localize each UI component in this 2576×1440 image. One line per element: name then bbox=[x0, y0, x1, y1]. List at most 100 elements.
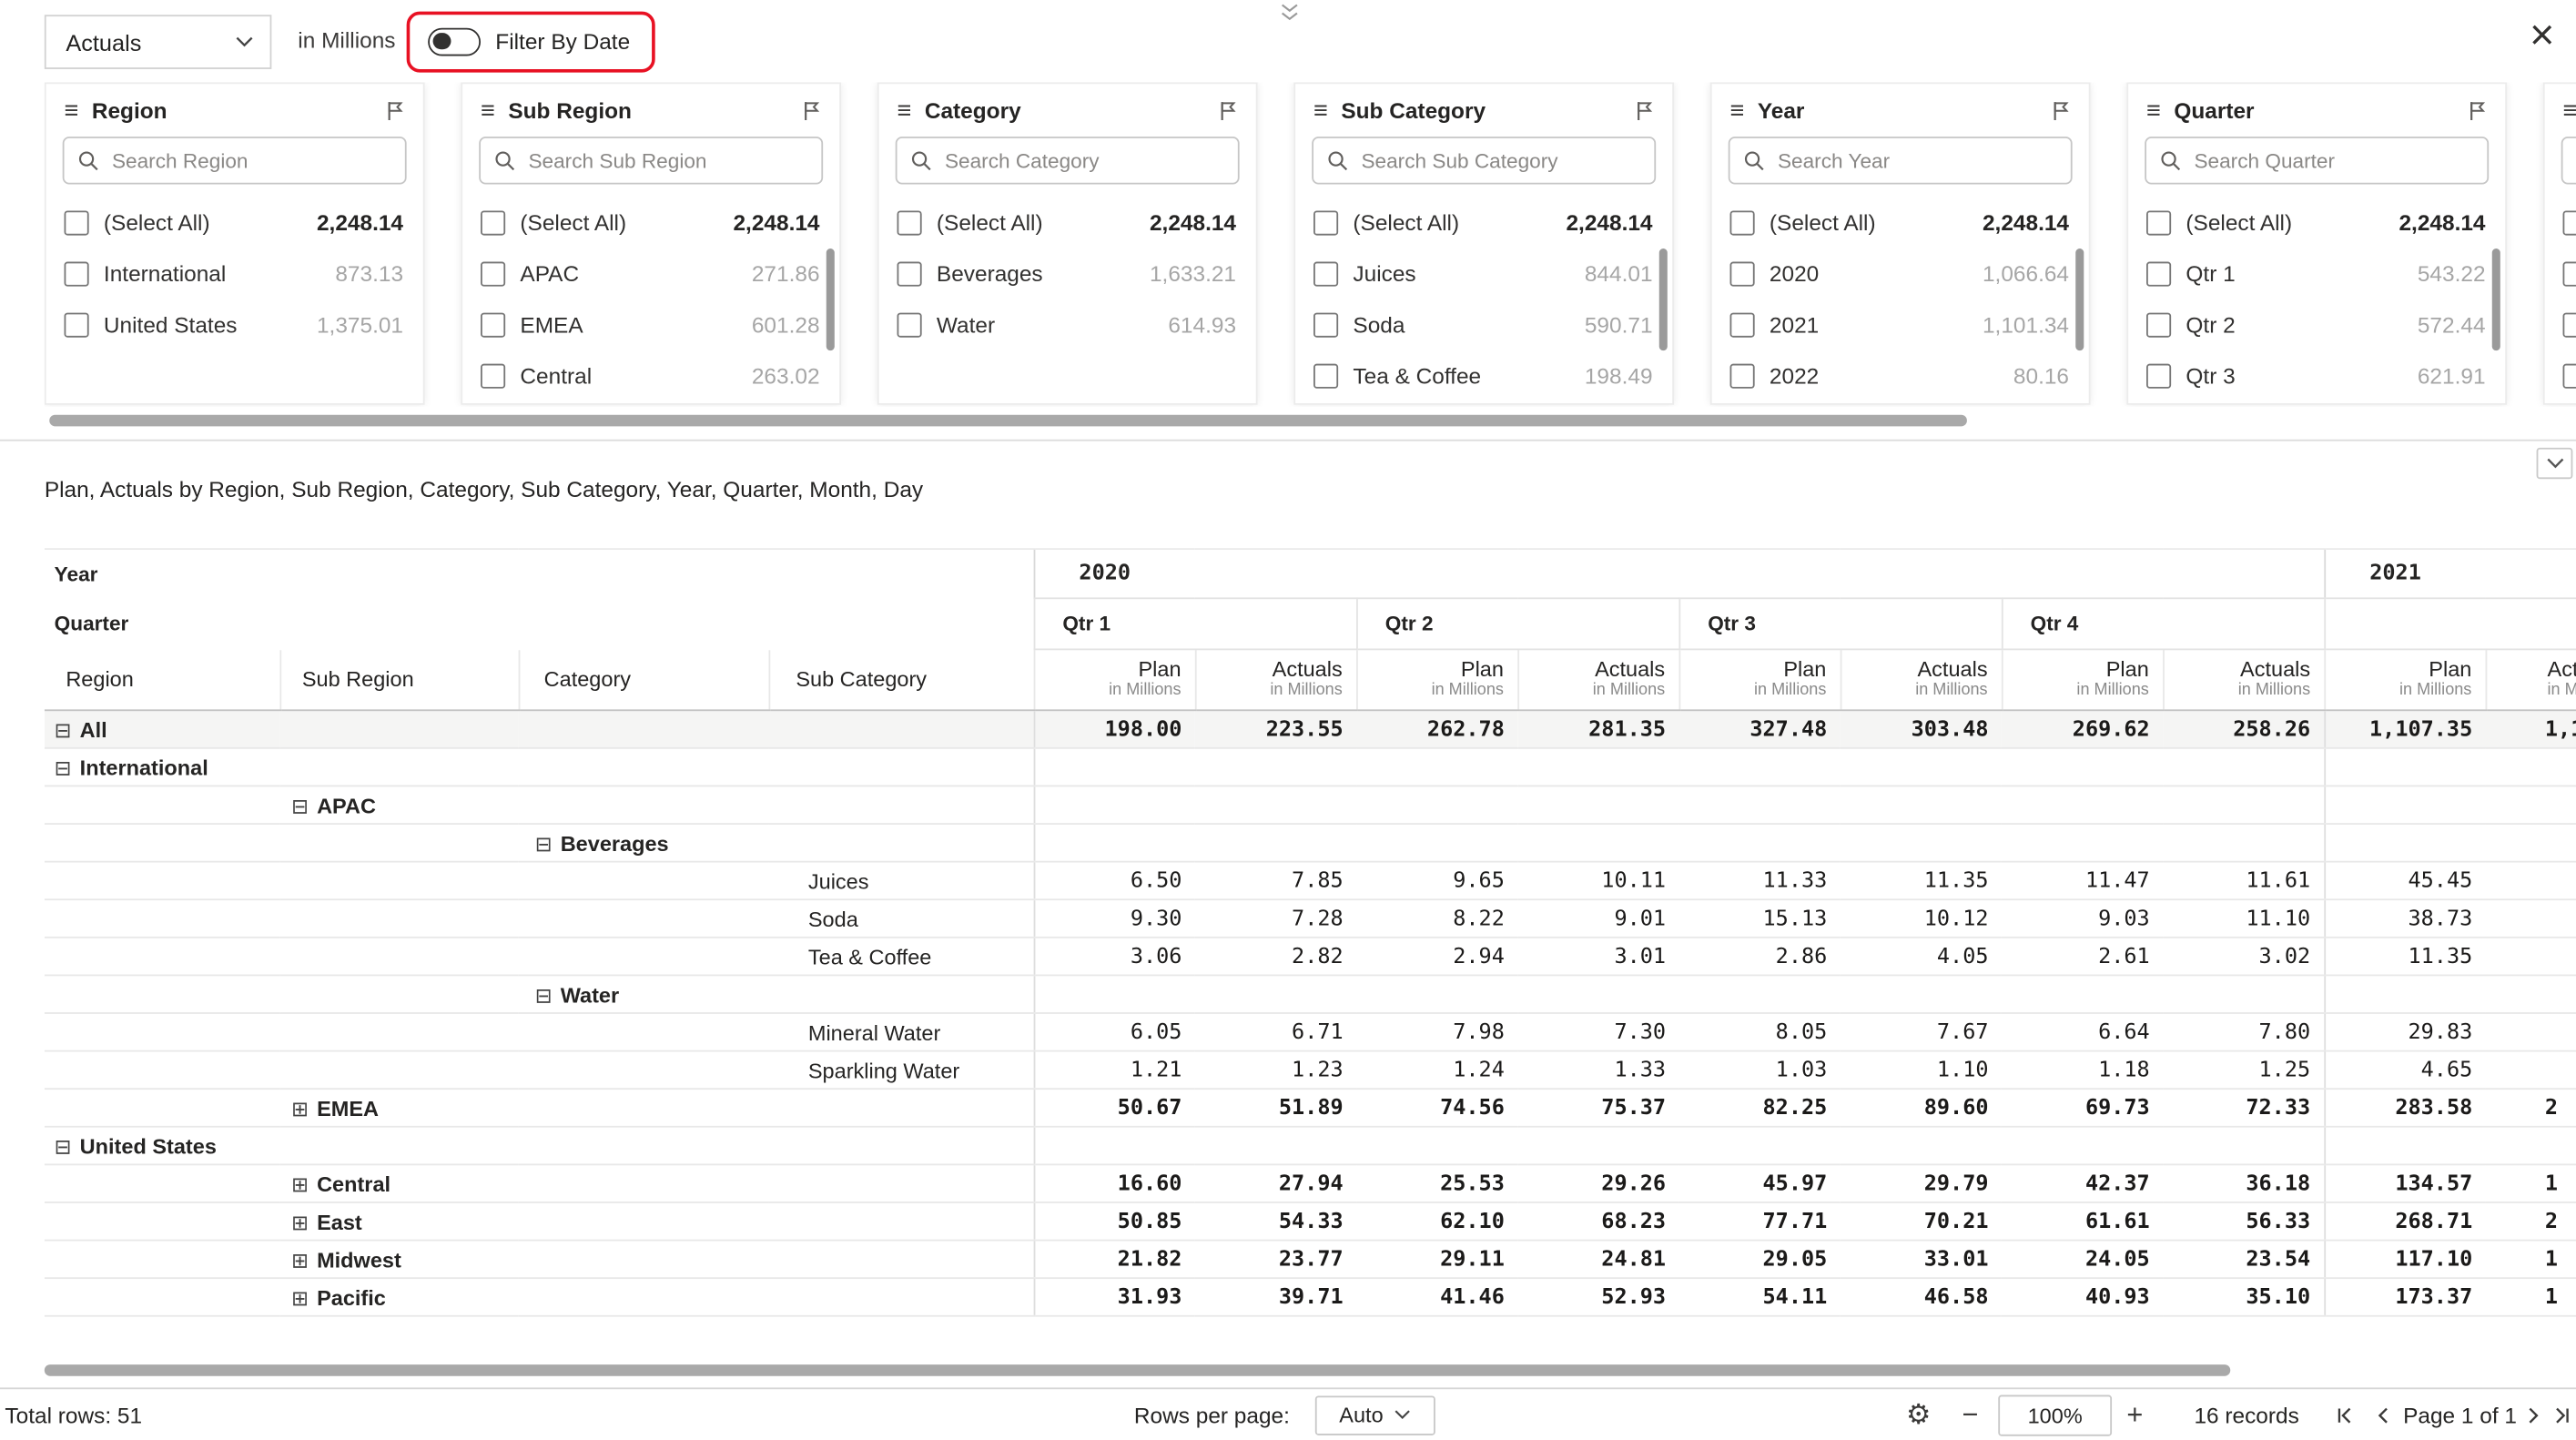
expand-icon[interactable]: ⊞ bbox=[291, 1097, 309, 1121]
slicer-item[interactable]: EMEA 601.28 bbox=[462, 299, 839, 350]
slicer-search-input[interactable] bbox=[1774, 147, 2058, 174]
checkbox[interactable] bbox=[481, 363, 506, 389]
collapse-table-button[interactable] bbox=[2536, 447, 2573, 480]
filter-by-date-toggle[interactable] bbox=[428, 27, 482, 56]
slicer-search[interactable] bbox=[479, 137, 824, 185]
checkbox[interactable] bbox=[897, 312, 922, 338]
slicer-search-input[interactable] bbox=[941, 147, 1225, 174]
slicer-item[interactable]: APAC 271.86 bbox=[462, 248, 839, 299]
matrix-scrollbar[interactable] bbox=[44, 1364, 2231, 1376]
slicer-item[interactable]: 2021 1,101.34 bbox=[1712, 299, 2089, 350]
checkbox[interactable] bbox=[481, 312, 506, 338]
checkbox[interactable] bbox=[481, 261, 506, 287]
checkbox[interactable] bbox=[2146, 210, 2172, 236]
expand-icon[interactable]: ⊞ bbox=[291, 1211, 309, 1234]
quarter-header-qtr-2[interactable]: Qtr 2 bbox=[1355, 598, 1679, 651]
expand-icon[interactable]: ⊞ bbox=[291, 1248, 309, 1272]
slicer-search[interactable] bbox=[62, 137, 407, 185]
slicer-search[interactable] bbox=[2561, 137, 2576, 185]
quarter-header-qtr-4[interactable]: Qtr 4 bbox=[2001, 598, 2325, 651]
collapse-pane-icon[interactable] bbox=[1279, 4, 1301, 22]
slicer-item[interactable]: (Select All) 2,248.14 bbox=[879, 198, 1256, 248]
quarter-header-qtr-1[interactable]: Qtr 1 bbox=[1032, 598, 1357, 651]
slicer-search-input[interactable] bbox=[524, 147, 808, 174]
slicer-item[interactable] bbox=[2545, 248, 2576, 299]
slicer-search-input[interactable] bbox=[1357, 147, 1641, 174]
slicer-item[interactable]: Juices 844.01 bbox=[1295, 248, 1672, 299]
slicer-item[interactable]: Central 263.02 bbox=[462, 350, 839, 401]
zoom-level[interactable]: 100% bbox=[1998, 1394, 2113, 1435]
slicer-scrollbar[interactable] bbox=[1658, 248, 1668, 351]
slicer-item[interactable]: Water 614.93 bbox=[879, 299, 1256, 350]
slicer-item[interactable]: International 873.13 bbox=[46, 248, 423, 299]
checkbox[interactable] bbox=[2146, 261, 2172, 287]
checkbox[interactable] bbox=[2562, 363, 2576, 389]
slicer-search[interactable] bbox=[1312, 137, 1657, 185]
slicer-search-input[interactable] bbox=[108, 147, 392, 174]
next-page-button[interactable] bbox=[2523, 1405, 2543, 1425]
checkbox[interactable] bbox=[2562, 261, 2576, 287]
slicer-item[interactable] bbox=[2545, 350, 2576, 401]
checkbox[interactable] bbox=[64, 312, 89, 338]
collapse-icon[interactable]: ⊟ bbox=[534, 983, 553, 1007]
slicer-item[interactable] bbox=[2545, 198, 2576, 248]
first-page-button[interactable] bbox=[2336, 1405, 2356, 1425]
checkbox[interactable] bbox=[64, 210, 89, 236]
gear-icon[interactable]: ⚙ bbox=[1906, 1398, 1932, 1430]
expand-icon[interactable]: ⊞ bbox=[291, 1286, 309, 1310]
zoom-out-button[interactable]: − bbox=[1962, 1398, 1979, 1430]
slicer-item[interactable] bbox=[2545, 299, 2576, 350]
slicer-search[interactable] bbox=[895, 137, 1240, 185]
checkbox[interactable] bbox=[2146, 312, 2172, 338]
checkbox[interactable] bbox=[1729, 312, 1755, 338]
slicer-item[interactable]: (Select All) 2,248.14 bbox=[46, 198, 423, 248]
slicer-scrollbar[interactable] bbox=[2491, 248, 2500, 351]
slicer-item[interactable]: 2020 1,066.64 bbox=[1712, 248, 2089, 299]
slicer-search[interactable] bbox=[1728, 137, 2073, 185]
slicer-item[interactable]: Qtr 2 572.44 bbox=[2128, 299, 2505, 350]
slicer-item[interactable]: Beverages 1,633.21 bbox=[879, 248, 1256, 299]
checkbox[interactable] bbox=[1313, 363, 1339, 389]
collapse-icon[interactable]: ⊟ bbox=[54, 1134, 72, 1159]
flag-icon[interactable] bbox=[385, 100, 405, 122]
flag-icon[interactable] bbox=[2468, 100, 2488, 122]
flag-icon[interactable] bbox=[2051, 100, 2071, 122]
slicer-search-input[interactable] bbox=[2190, 147, 2474, 174]
collapse-icon[interactable]: ⊟ bbox=[534, 832, 553, 856]
checkbox[interactable] bbox=[2562, 312, 2576, 338]
checkbox[interactable] bbox=[897, 210, 922, 236]
quarter-header-qtr-3[interactable]: Qtr 3 bbox=[1678, 598, 2002, 651]
checkbox[interactable] bbox=[1313, 210, 1339, 236]
slicer-item[interactable]: (Select All) 2,248.14 bbox=[462, 198, 839, 248]
checkbox[interactable] bbox=[1729, 261, 1755, 287]
checkbox[interactable] bbox=[481, 210, 506, 236]
checkbox[interactable] bbox=[897, 261, 922, 287]
previous-page-button[interactable] bbox=[2374, 1405, 2394, 1425]
expand-icon[interactable]: ⊞ bbox=[291, 1172, 309, 1196]
checkbox[interactable] bbox=[64, 261, 89, 287]
measure-dropdown[interactable]: Actuals bbox=[44, 15, 272, 69]
checkbox[interactable] bbox=[2562, 210, 2576, 236]
slicer-item[interactable]: (Select All) 2,248.14 bbox=[1712, 198, 2089, 248]
checkbox[interactable] bbox=[1313, 261, 1339, 287]
flag-icon[interactable] bbox=[1635, 100, 1655, 122]
slicer-item[interactable]: (Select All) 2,248.14 bbox=[2128, 198, 2505, 248]
rows-per-page-dropdown[interactable]: Auto bbox=[1314, 1394, 1435, 1435]
last-page-button[interactable] bbox=[2551, 1405, 2571, 1425]
checkbox[interactable] bbox=[1729, 210, 1755, 236]
slicer-item[interactable]: Qtr 3 621.91 bbox=[2128, 350, 2505, 401]
checkbox[interactable] bbox=[2146, 363, 2172, 389]
collapse-icon[interactable]: ⊟ bbox=[54, 718, 72, 742]
slicer-scrollbar[interactable] bbox=[826, 248, 835, 351]
checkbox[interactable] bbox=[1729, 363, 1755, 389]
slicer-item[interactable]: Qtr 1 543.22 bbox=[2128, 248, 2505, 299]
slicer-item[interactable]: 2022 80.16 bbox=[1712, 350, 2089, 401]
flag-icon[interactable] bbox=[1218, 100, 1238, 122]
slicer-pane-scrollbar[interactable] bbox=[49, 414, 1967, 427]
slicer-item[interactable]: Tea & Coffee 198.49 bbox=[1295, 350, 1672, 401]
close-icon[interactable]: × bbox=[2530, 9, 2555, 60]
year-header-2021[interactable]: 2021 bbox=[2323, 548, 2576, 600]
zoom-in-button[interactable]: + bbox=[2126, 1398, 2144, 1430]
slicer-search[interactable] bbox=[2145, 137, 2490, 185]
slicer-scrollbar[interactable] bbox=[2075, 248, 2084, 351]
